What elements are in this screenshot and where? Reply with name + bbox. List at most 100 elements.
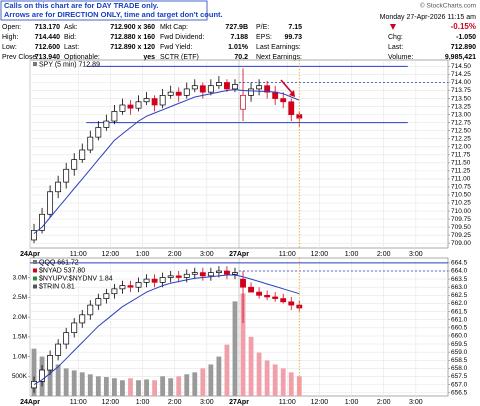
y-tick-label: 712.75: [451, 119, 471, 126]
notice-line: Arrows are for DIRECTION ONLY, time and …: [4, 10, 223, 19]
volume-bar: [144, 379, 149, 396]
candle-body: [232, 272, 238, 275]
candle-body: [256, 291, 263, 296]
y-tick-label: 709.25: [451, 232, 471, 239]
x-tick-label: 1:00: [136, 251, 150, 258]
candle-body: [224, 270, 230, 275]
volume-bar: [208, 364, 214, 396]
candle-body: [143, 98, 150, 103]
y-tick-label: 662.5: [451, 292, 468, 299]
y-tick-label: 664.0: [451, 268, 468, 275]
candle-body: [159, 95, 166, 106]
y-tick-label: 657.0: [451, 381, 468, 388]
volume-bar: [176, 376, 182, 396]
x-tick-label: 1:00: [345, 399, 359, 406]
candle-body: [55, 181, 62, 193]
source: © StockCharts.com: [420, 2, 476, 10]
volume-bar: [272, 364, 278, 396]
y-tick-label: 710.00: [451, 208, 471, 215]
volume-bar: [240, 293, 246, 396]
y-tick-label: 661.5: [451, 308, 468, 315]
quote-value: 712.880 x 160: [110, 34, 155, 41]
y-tick-label: 709.75: [451, 216, 471, 223]
candle-body: [119, 285, 126, 290]
x-tick-label: 2:00: [377, 399, 391, 406]
candle-body: [232, 84, 238, 90]
candle-body: [95, 127, 102, 138]
x-tick-label: 11:00: [279, 399, 296, 406]
notice-line: Calls on this chart are for DAY TRADE on…: [4, 1, 158, 10]
quote-label: High:: [2, 34, 18, 41]
legend-swatch: [33, 284, 37, 289]
y-tick-label: 659.0: [451, 349, 468, 356]
candle-body: [39, 213, 45, 231]
candle-body: [191, 85, 198, 90]
y-tick-label: 657.5: [451, 373, 468, 380]
candle-body: [47, 355, 54, 371]
y-tick-label: 712.00: [451, 143, 471, 150]
candle-body: [256, 85, 263, 90]
volume-bar: [47, 360, 53, 396]
candle-body: [272, 91, 279, 99]
y-tick-label: 663.5: [451, 276, 468, 283]
quote-value: 7.15: [288, 24, 302, 31]
candle-body: [31, 229, 37, 241]
x-tick-label: 12:00: [311, 251, 329, 258]
y-tick-label: 662.0: [451, 300, 468, 307]
x-tick-label: 24Apr: [20, 251, 40, 258]
candle-body: [240, 95, 246, 110]
quote-value: 714.440: [35, 34, 60, 41]
down-triangle: [390, 24, 396, 30]
candle-body: [280, 298, 287, 303]
candle-body: [79, 314, 86, 324]
chart-title: SPY (5 min) 712.89: [39, 61, 100, 68]
candle-body: [103, 120, 110, 128]
summary-label: Chg:: [388, 34, 403, 41]
candle-body: [183, 88, 190, 96]
candle-body: [111, 288, 118, 295]
legend-swatch: [33, 260, 37, 264]
indicator-label: $NYUPV:$NYDNV 1.84: [39, 275, 113, 282]
candle-body: [191, 272, 198, 275]
volume-bar: [280, 368, 286, 396]
y-tick-label: 714.00: [451, 79, 471, 86]
volume-bar: [31, 348, 37, 396]
candle-body: [175, 275, 182, 278]
y-tick-label: 658.5: [451, 357, 468, 364]
legend-swatch: [33, 268, 37, 273]
x-tick-label: 1:00: [136, 399, 150, 406]
candle-body: [167, 91, 174, 96]
y-tick-label: 713.75: [451, 87, 471, 94]
quote-value: 1.01%: [228, 44, 249, 51]
candle-body: [264, 85, 271, 93]
quote-label: Fwd Yield:: [160, 44, 192, 51]
y-tick-label: 713.25: [451, 103, 471, 110]
candle-body: [159, 277, 166, 283]
volume-tick-label: 3.0M: [13, 274, 27, 281]
candle-body: [63, 332, 70, 345]
y-tick-label: 713.00: [451, 111, 471, 118]
quote-label: Last:: [64, 44, 79, 51]
candle-body: [288, 101, 295, 115]
y-tick-label: 660.5: [451, 325, 468, 332]
quote-label: Optionable:: [64, 54, 100, 61]
quote-value: 712.900 x 360: [110, 24, 155, 31]
y-tick-label: 710.25: [451, 200, 471, 207]
candle-body: [207, 272, 214, 277]
volume-bar: [111, 378, 117, 396]
candle-body: [103, 293, 110, 299]
candle-body: [151, 278, 158, 283]
candle-body: [87, 136, 94, 151]
x-tick-label: 2:00: [168, 251, 182, 258]
x-tick-label: 11:00: [70, 251, 87, 258]
quote-value: 727.9B: [225, 24, 248, 31]
timestamp: Monday 27-Apr-2026 11:15 am: [380, 14, 477, 21]
quote-value: 712.600: [35, 44, 60, 51]
volume-bar: [232, 301, 238, 396]
candle-body: [240, 278, 246, 288]
volume-bar: [296, 376, 302, 396]
volume-bar: [264, 360, 270, 396]
x-tick-label: 1:00: [345, 251, 359, 258]
x-tick-label: 11:00: [70, 399, 87, 406]
y-tick-label: 711.50: [451, 160, 471, 167]
